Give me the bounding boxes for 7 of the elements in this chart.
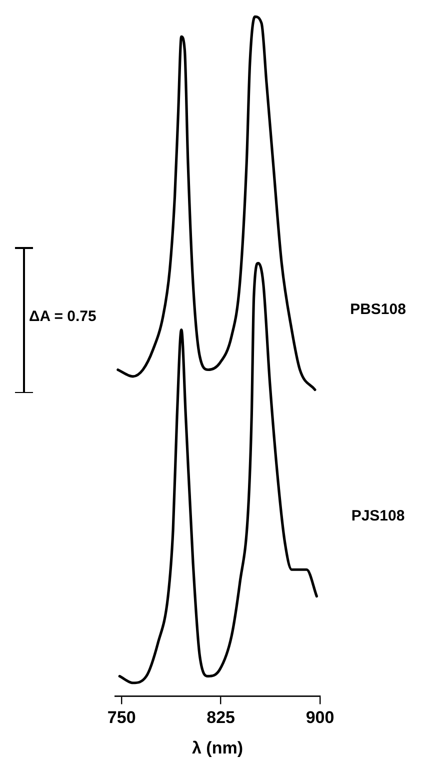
text: PJS108 <box>351 507 405 524</box>
x-tick-label: 900 <box>306 708 334 728</box>
x-axis-title: λ (nm) <box>192 738 243 758</box>
x-tick-label: 750 <box>107 708 136 728</box>
y-axis-title: ΔA = 0.75 <box>29 308 96 325</box>
text: PBS108 <box>350 300 406 318</box>
x-tick-label: 825 <box>206 708 235 728</box>
